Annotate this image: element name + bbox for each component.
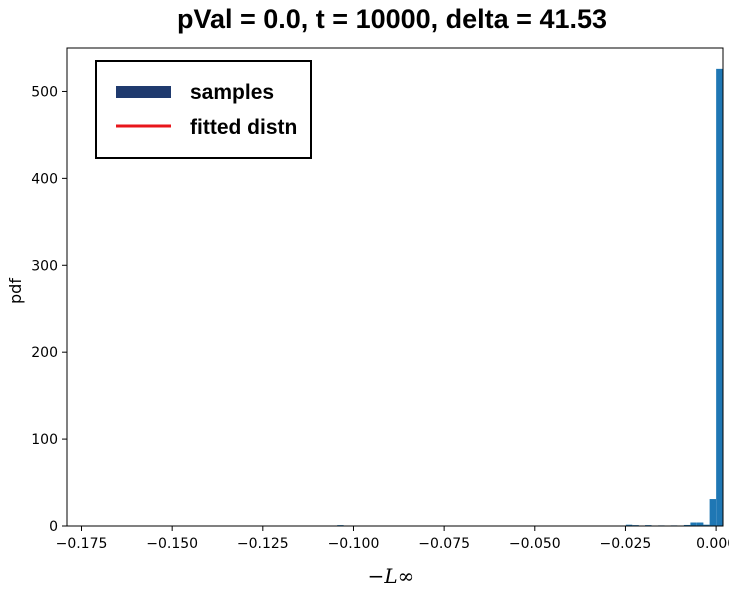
x-tick-label: −0.075 bbox=[418, 536, 470, 552]
y-tick-label: 400 bbox=[31, 171, 58, 187]
x-tick-label: −0.175 bbox=[56, 536, 108, 552]
y-axis: 0 100 200 300 400 500 bbox=[31, 84, 67, 535]
histogram-bar bbox=[716, 68, 723, 527]
y-tick-label: 300 bbox=[31, 258, 58, 274]
legend-samples-label: samples bbox=[190, 81, 274, 104]
bars-group bbox=[337, 68, 723, 527]
histogram-bar bbox=[709, 499, 717, 526]
x-tick-label: −0.050 bbox=[509, 536, 561, 552]
x-tick-label: −0.100 bbox=[328, 536, 380, 552]
histogram-bar bbox=[696, 522, 704, 526]
y-tick-label: 200 bbox=[31, 345, 58, 361]
legend: samples fitted distn bbox=[95, 60, 312, 159]
x-axis: −0.175 −0.150 −0.125 −0.100 −0.075 −0.050 −0.0… bbox=[56, 526, 729, 552]
x-tick-label: −0.025 bbox=[600, 536, 652, 552]
histogram-bar bbox=[703, 524, 710, 526]
x-tick-label: −0.125 bbox=[237, 536, 289, 552]
x-tick-label: −0.150 bbox=[146, 536, 198, 552]
legend-box bbox=[95, 60, 312, 159]
y-tick-label: 100 bbox=[31, 432, 58, 448]
legend-fitted-label: fitted distn bbox=[190, 116, 297, 139]
legend-samples-swatch bbox=[116, 86, 171, 98]
y-tick-label: 500 bbox=[31, 84, 58, 100]
x-tick-label: 0.000 bbox=[696, 536, 729, 552]
histogram-bar bbox=[683, 524, 691, 526]
histogram-bar bbox=[625, 524, 633, 526]
chart-title: pVal = 0.0, t = 10000, delta = 41.53 bbox=[177, 4, 607, 34]
y-axis-label: pdf bbox=[6, 278, 25, 304]
y-tick-label: 0 bbox=[49, 519, 58, 535]
plot-frame bbox=[66, 47, 724, 527]
x-axis-label: −L∞ bbox=[368, 564, 415, 588]
histogram-bar bbox=[690, 522, 697, 526]
